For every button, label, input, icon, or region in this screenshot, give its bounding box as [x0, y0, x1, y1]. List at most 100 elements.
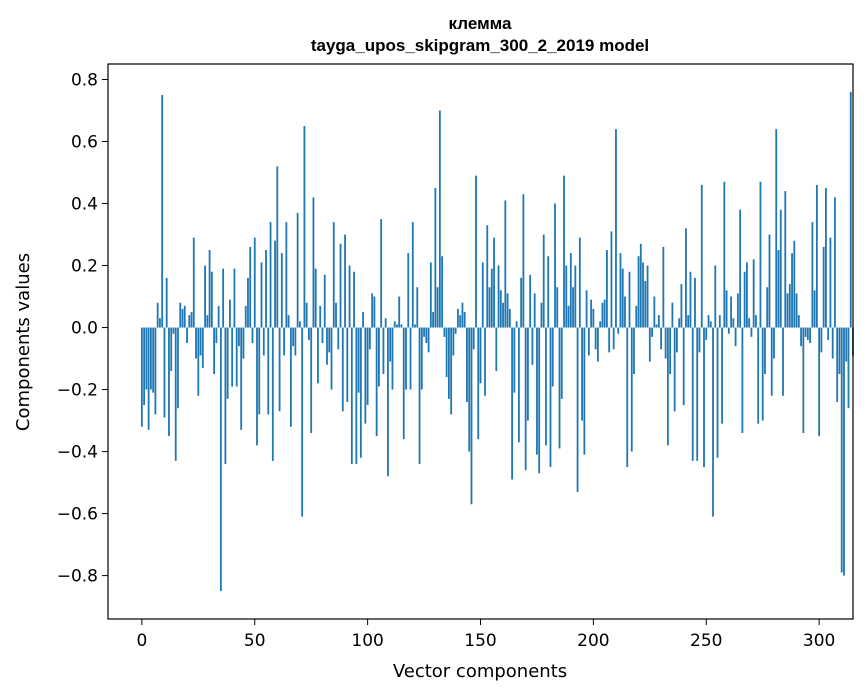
bar-component-248: [700, 184, 703, 328]
bar-component-129: [432, 312, 434, 328]
bar-component-108: [384, 318, 387, 328]
bar-component-101: [368, 327, 371, 350]
bar-component-165: [513, 327, 516, 393]
bar-component-185: [558, 327, 561, 449]
bar-component-202: [596, 327, 599, 362]
bar-component-312: [845, 327, 848, 362]
bar-component-175: [536, 327, 538, 455]
bar-component-257: [721, 327, 723, 424]
bar-component-215: [626, 327, 629, 468]
bar-component-133: [441, 256, 444, 328]
bar-component-314: [849, 91, 852, 328]
bar-component-236: [673, 327, 676, 412]
bar-component-228: [655, 324, 658, 328]
bar-component-7: [156, 302, 159, 328]
bar-component-258: [723, 181, 726, 328]
bar-component-138: [452, 327, 455, 356]
bar-component-183: [554, 203, 556, 328]
bar-component-207: [608, 327, 611, 353]
bar-component-68: [294, 327, 297, 356]
y-tick-label: −0.4: [57, 443, 98, 463]
bar-component-307: [834, 197, 836, 328]
bar-component-34: [217, 305, 220, 328]
bar-component-301: [820, 327, 823, 353]
bar-component-65: [287, 315, 290, 328]
y-tick-label: 0.2: [71, 257, 98, 277]
y-tick-label: −0.8: [57, 567, 98, 587]
bar-component-205: [603, 299, 606, 328]
bar-component-122: [416, 287, 419, 328]
bar-component-47: [247, 277, 249, 328]
bar-component-241: [685, 228, 687, 328]
bar-component-243: [689, 271, 692, 328]
bar-component-102: [371, 293, 374, 328]
bar-component-153: [486, 225, 489, 328]
bar-component-116: [402, 327, 405, 440]
bar-component-192: [574, 265, 577, 328]
bar-component-11: [165, 277, 168, 328]
bar-component-298: [813, 290, 816, 328]
bar-component-226: [651, 327, 653, 337]
bar-component-292: [800, 327, 802, 347]
bar-component-194: [578, 237, 581, 328]
bar-component-261: [730, 296, 732, 328]
bar-component-238: [678, 318, 681, 328]
bar-component-295: [806, 327, 809, 340]
bar-component-118: [407, 253, 410, 328]
bar-component-72: [303, 126, 306, 328]
bar-component-230: [660, 327, 663, 350]
bar-component-209: [612, 327, 615, 350]
bar-component-124: [420, 327, 423, 390]
bar-component-309: [838, 327, 841, 375]
x-tick-label: 250: [690, 631, 722, 651]
bar-component-161: [504, 200, 507, 328]
bar-component-222: [642, 262, 644, 328]
bar-component-35: [219, 327, 222, 592]
bar-component-95: [355, 327, 358, 464]
bar-component-172: [529, 274, 532, 328]
bar-component-26: [199, 327, 202, 356]
bar-component-149: [477, 327, 480, 440]
bar-component-120: [411, 222, 414, 328]
bar-component-160: [502, 302, 504, 328]
bar-component-78: [317, 327, 319, 384]
bar-component-212: [619, 253, 622, 328]
bar-component-23: [192, 237, 195, 328]
bar-component-264: [736, 293, 739, 328]
bar-component-219: [635, 305, 638, 328]
bar-component-227: [653, 296, 656, 328]
bar-component-302: [822, 246, 825, 328]
bar-component-41: [233, 268, 236, 328]
bar-component-164: [511, 327, 514, 480]
bar-component-184: [556, 287, 559, 328]
bar-component-216: [628, 271, 631, 328]
bar-component-166: [515, 321, 518, 328]
bar-component-121: [414, 324, 416, 328]
bar-component-9: [161, 95, 164, 328]
bar-component-39: [229, 299, 231, 328]
chart-title-line1: клемма: [449, 14, 512, 33]
bar-component-158: [497, 265, 500, 328]
bar-component-115: [400, 324, 403, 328]
bar-component-109: [387, 327, 389, 477]
bar-component-85: [332, 222, 335, 328]
bar-component-79: [319, 305, 322, 328]
bar-component-313: [847, 327, 850, 409]
bar-component-197: [585, 290, 588, 328]
bar-component-256: [718, 315, 721, 328]
y-tick-label: 0.0: [71, 319, 98, 339]
bar-component-2: [145, 327, 148, 390]
bar-component-88: [339, 243, 342, 328]
bar-series: [140, 91, 854, 592]
bar-component-279: [770, 327, 773, 396]
bar-component-81: [323, 274, 326, 328]
bar-component-200: [592, 308, 595, 328]
bar-component-97: [359, 327, 362, 458]
bar-component-19: [183, 305, 186, 328]
y-axis-label: Components values: [13, 253, 34, 431]
bar-component-269: [748, 318, 751, 328]
bar-component-94: [353, 271, 355, 328]
bar-component-111: [391, 327, 394, 390]
bar-component-274: [759, 181, 762, 328]
bar-component-273: [757, 327, 760, 424]
